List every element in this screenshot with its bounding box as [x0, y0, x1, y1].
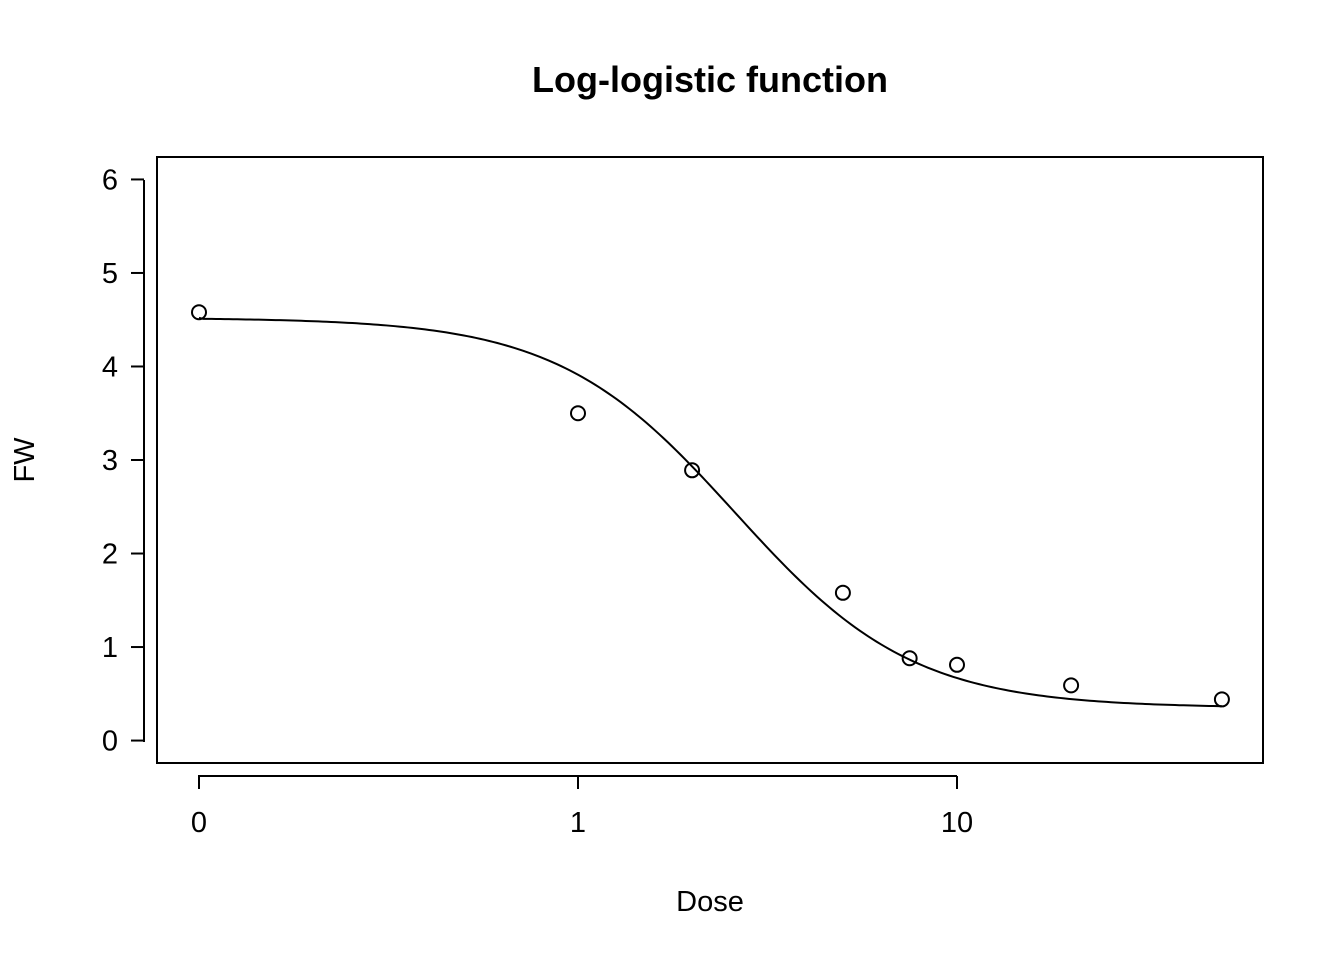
chart-title: Log-logistic function [532, 59, 888, 100]
y-axis-label: FW [9, 437, 41, 483]
data-point [191, 304, 207, 321]
data-point [1213, 691, 1230, 708]
data-point [684, 462, 701, 479]
y-tick-label: 5 [102, 258, 118, 290]
fitted-curve [198, 316, 1222, 708]
data-point [949, 656, 965, 673]
x-axis-label: Dose [676, 886, 744, 918]
data-point [570, 405, 586, 422]
y-tick-label: 3 [102, 445, 118, 477]
data-points [191, 304, 1230, 708]
y-tick-label: 1 [102, 632, 118, 664]
x-tick-label: 1 [570, 807, 586, 839]
x-axis-ticks: 0 1 10 [191, 776, 973, 839]
x-tick-label: 10 [941, 807, 973, 839]
data-point [901, 650, 918, 667]
plot-frame [156, 156, 1264, 764]
data-point [834, 584, 851, 601]
y-tick-label: 4 [102, 351, 118, 383]
y-tick-label: 0 [102, 726, 118, 758]
y-tick-label: 2 [102, 539, 118, 571]
data-point [1063, 677, 1080, 694]
y-axis-ticks: 0 1 2 3 4 5 6 [102, 164, 144, 758]
x-tick-label: 0 [191, 807, 207, 839]
y-tick-label: 6 [102, 164, 118, 196]
